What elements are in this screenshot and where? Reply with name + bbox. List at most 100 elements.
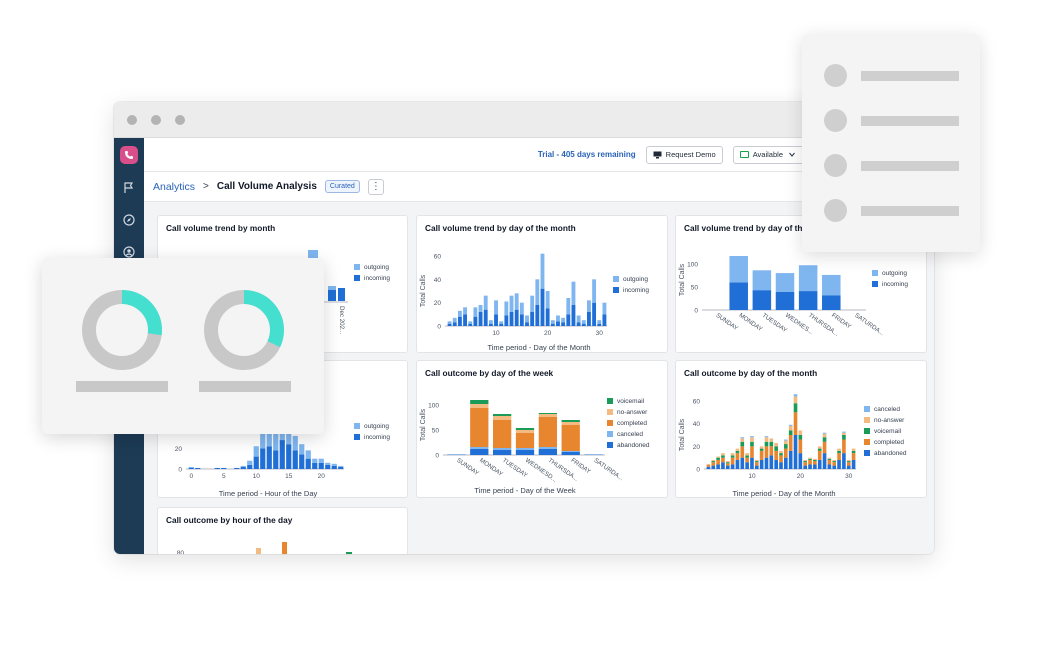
placeholder-row <box>824 64 959 87</box>
request-demo-label: Request Demo <box>665 150 716 159</box>
legend-label: abandoned <box>874 450 907 457</box>
bar-completed <box>730 457 735 465</box>
phone-logo-icon[interactable] <box>120 146 138 164</box>
x-tick-label: 10 <box>253 473 261 480</box>
bar-outgoing <box>312 458 318 463</box>
bar-outgoing <box>338 465 344 467</box>
x-tick-label: 20 <box>544 330 552 337</box>
bar-incoming <box>483 309 488 326</box>
legend-swatch-no-answer <box>864 417 870 423</box>
window-maximize-dot[interactable] <box>175 114 185 125</box>
placeholder-avatar <box>824 154 847 177</box>
bar-abandoned <box>735 459 740 469</box>
legend-swatch-outgoing <box>354 264 360 270</box>
bar-abandoned <box>842 453 846 469</box>
bar-canceled <box>822 432 827 434</box>
bar-voicemail <box>750 441 754 447</box>
bar-abandoned <box>808 464 812 469</box>
placeholder-avatar <box>824 109 847 132</box>
legend-swatch-incoming <box>354 275 360 281</box>
bar-abandoned <box>750 457 754 469</box>
flag-icon[interactable] <box>121 180 137 196</box>
bar-outgoing <box>457 310 462 317</box>
bar-incoming <box>214 467 220 469</box>
legend-label: incoming <box>882 281 908 288</box>
bar-outgoing <box>463 307 467 315</box>
bar-outgoing <box>509 295 514 312</box>
bar-incoming <box>318 462 324 469</box>
bar-no-answer <box>716 456 720 458</box>
bar-voicemail <box>822 437 827 442</box>
bar-voicemail <box>813 459 817 462</box>
card-outcome-hour: Call outcome by hour of the day 80 <box>157 507 408 554</box>
bar-canceled <box>740 437 745 439</box>
bar-no-answer <box>470 404 489 408</box>
bar-voicemail <box>808 458 812 460</box>
card-outcome-month-title: Call outcome by day of the month <box>684 368 818 378</box>
window-minimize-dot[interactable] <box>151 114 161 125</box>
bar-incoming <box>499 323 504 326</box>
bar-completed <box>851 453 856 460</box>
legend-label: completed <box>617 420 647 427</box>
x-tick-label: 0 <box>189 473 193 480</box>
bar-completed <box>793 412 798 435</box>
bar-completed <box>740 446 745 458</box>
bar-outgoing <box>581 320 586 324</box>
bar-outgoing <box>545 291 550 309</box>
bar-no-answer <box>561 422 580 425</box>
chart-outcome-month: 0 20 40 60 10 20 30 Total Calls Time period - Da… <box>679 394 907 498</box>
bar-incoming <box>463 314 467 326</box>
bar-no-answer <box>837 448 841 451</box>
x-tick-label: 20 <box>797 473 805 480</box>
breadcrumb-analytics-link[interactable]: Analytics <box>153 180 196 193</box>
bar-abandoned <box>740 457 745 469</box>
bar-no-answer <box>784 440 788 445</box>
bar-voicemail <box>735 450 740 454</box>
bar-outgoing <box>798 265 818 292</box>
legend-label: no-answer <box>874 417 905 424</box>
window-close-dot[interactable] <box>127 114 137 125</box>
bar-incoming <box>566 314 571 326</box>
bar-completed <box>561 425 580 451</box>
legend-swatch-no-answer <box>607 409 613 415</box>
bar-no-answer <box>745 453 749 456</box>
bar-abandoned <box>754 465 759 469</box>
bar-completed <box>745 457 749 463</box>
bar-completed <box>803 462 808 466</box>
chart-day-of-week: 050100SUNDAYMONDAYTUESDAYWEDNES...THURSD… <box>679 256 908 338</box>
bar-incoming <box>260 448 266 469</box>
bar-incoming <box>312 462 318 469</box>
bar-incoming <box>457 316 462 326</box>
bar-completed <box>721 457 725 463</box>
card-outcome-hour-title: Call outcome by hour of the day <box>166 515 293 525</box>
y-tick-label: 20 <box>434 300 442 307</box>
bar-abandoned <box>813 464 817 469</box>
bar-no-answer <box>740 438 745 442</box>
legend-swatch-completed <box>607 420 613 426</box>
x-tick-label: 20 <box>318 473 326 480</box>
bar-outgoing <box>597 320 602 324</box>
legend-swatch-voicemail <box>607 398 613 404</box>
bar-incoming <box>530 312 535 326</box>
compass-icon[interactable] <box>121 212 137 228</box>
y-axis-label: Total Calls <box>679 263 686 296</box>
chart-outcome-week: 050100SUNDAYMONDAYTUESDAYWEDNESD...THURS… <box>420 398 650 495</box>
bar-incoming <box>576 322 581 326</box>
bar-outgoing <box>504 301 509 316</box>
legend-label: abandoned <box>617 442 650 449</box>
y-tick-label: 0 <box>435 453 439 460</box>
bar-no-answer <box>764 437 769 442</box>
request-demo-button[interactable]: Request Demo <box>645 145 723 164</box>
bar-abandoned <box>706 466 711 469</box>
bar-voicemail <box>769 441 774 447</box>
availability-dropdown[interactable]: Available <box>732 145 804 164</box>
more-menu-button[interactable]: ⋮ <box>367 178 384 195</box>
bar-canceled <box>538 447 557 449</box>
bar-voicemail <box>721 455 725 458</box>
bar-no-answer <box>750 437 754 442</box>
bar-voicemail <box>846 461 851 463</box>
bar-completed <box>774 450 778 460</box>
user-icon[interactable] <box>121 244 137 260</box>
bar-no-answer <box>813 458 817 460</box>
y-tick-label: 40 <box>434 277 442 284</box>
